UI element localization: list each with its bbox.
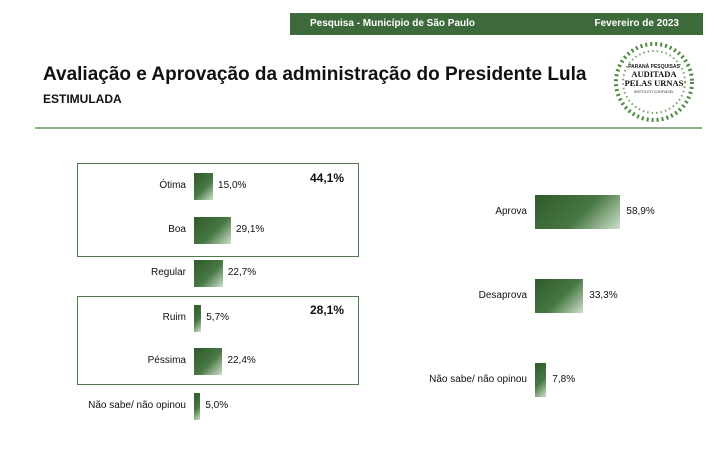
bar <box>194 172 214 200</box>
seal-line-4: INSTITUTO CONFIÁVEL <box>634 90 674 94</box>
group-total-label: 44,1% <box>310 171 345 185</box>
data-label: 22,4% <box>227 355 256 366</box>
seal-line-3: PELAS URNAS <box>625 78 684 88</box>
category-label: Péssima <box>147 355 186 366</box>
data-label: 5,7% <box>206 312 230 323</box>
bar <box>535 363 547 397</box>
category-label: Boa <box>168 224 186 235</box>
survey-label: Pesquisa - Município de São Paulo <box>310 18 476 29</box>
date-label: Fevereiro de 2023 <box>594 18 680 29</box>
bar <box>535 195 621 229</box>
bar <box>194 216 231 244</box>
bar <box>194 259 223 287</box>
data-label: 15,0% <box>218 180 247 191</box>
bar <box>535 279 584 313</box>
page-title: Avaliação e Aprovação da administração d… <box>43 64 587 85</box>
category-label: Não sabe/ não opinou <box>429 374 527 385</box>
data-label: 5,0% <box>205 400 229 411</box>
bar <box>194 347 223 375</box>
category-label: Regular <box>150 267 186 278</box>
seal-line-2: AUDITADA <box>631 69 677 79</box>
group-box <box>77 163 359 257</box>
bar <box>194 392 201 420</box>
category-label: Ruim <box>162 312 186 323</box>
header-bar: Pesquisa - Município de São Paulo Fevere… <box>290 13 703 35</box>
audit-seal: PARANÁ PESQUISAS AUDITADA PELAS URNAS IN… <box>614 42 694 122</box>
category-label: Ótima <box>159 180 186 191</box>
data-label: 22,7% <box>227 267 257 278</box>
data-label: 58,9% <box>626 206 655 217</box>
data-label: 7,8% <box>552 374 576 385</box>
category-label: Aprova <box>495 206 527 217</box>
category-label: Não sabe/ não opinou <box>88 400 186 411</box>
data-label: 29,1% <box>235 224 265 235</box>
group-total-label: 28,1% <box>310 303 345 317</box>
header-divider <box>35 127 702 129</box>
seal-line-1: PARANÁ PESQUISAS <box>628 63 680 70</box>
page-subtitle: ESTIMULADA <box>43 92 122 106</box>
group-box <box>77 296 359 385</box>
bar <box>194 304 202 332</box>
category-label: Desaprova <box>478 290 527 301</box>
data-label: 33,3% <box>589 290 618 301</box>
